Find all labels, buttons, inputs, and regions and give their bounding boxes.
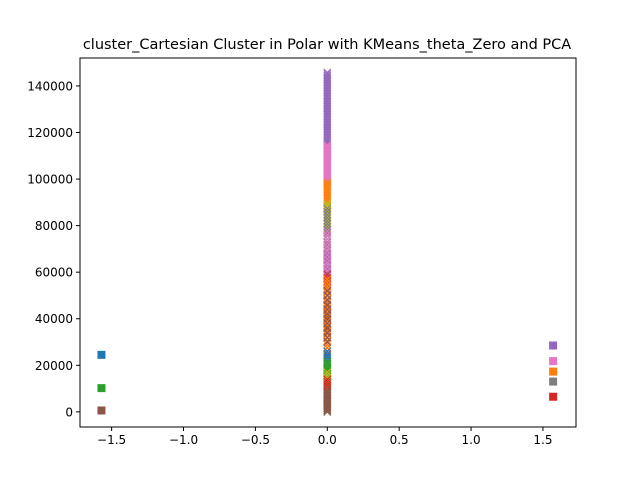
data-point-x [323,311,332,320]
data-point-x [323,288,332,297]
data-point-x [323,307,332,316]
data-point-x [323,243,332,252]
data-point-square [97,406,106,415]
plot-frame [79,57,577,428]
data-point-x [323,239,332,248]
data-point-x [323,349,332,358]
data-point-x [323,388,332,397]
y-tick-label: 100000 [27,173,73,187]
data-point-x [323,297,332,306]
data-point-x [323,235,332,244]
data-point-x [323,373,332,382]
y-tick-label: 40000 [35,312,73,326]
data-point-x [323,320,332,329]
data-point-x [323,247,332,255]
data-point-x [323,68,332,77]
data-point-x [323,70,332,79]
x-tick-label: −1.5 [97,433,126,447]
y-tick-label: 120000 [27,126,73,140]
data-point-square [549,392,558,401]
data-point-x [323,71,332,80]
data-point-x [323,258,332,267]
data-point-x [323,375,332,384]
y-tick-label: 60000 [35,266,73,280]
data-point-x [323,275,332,284]
x-tick-label: 0.0 [318,433,337,447]
data-point-x [323,376,332,385]
data-point-x [323,337,332,346]
data-point-x [323,368,332,377]
x-tick-label: 0.5 [390,433,409,447]
data-point-x [323,179,332,188]
data-points [97,68,558,416]
data-point-x [323,304,332,313]
y-tick-label: 80000 [35,219,73,233]
data-point-x [323,359,332,368]
data-point-x [323,365,332,374]
data-point-x [323,143,332,152]
data-point-x [323,240,332,249]
data-point-x [323,340,332,349]
x-tick-label: 1.0 [462,433,481,447]
data-point-square [97,384,106,393]
data-point-x [323,294,332,303]
data-point-x [323,254,332,263]
data-point-x [323,330,332,339]
data-point-square [549,367,558,376]
data-point-x [323,327,332,336]
data-point-x [323,142,332,151]
data-point-x [323,317,332,326]
data-point-x [323,228,332,237]
data-point-x [323,178,332,187]
data-point-x [323,201,332,210]
data-point-x [323,262,332,271]
data-point-x [323,347,332,356]
data-point-x [323,266,332,275]
data-point-x [323,249,332,258]
data-point-x [323,141,332,150]
y-tick-label: 140000 [27,79,73,93]
data-point-x [323,231,332,240]
data-point-square [97,350,106,359]
x-tick-label: −0.5 [241,433,270,447]
data-point-x [323,210,332,219]
y-tick-label: 20000 [35,359,73,373]
data-point-x [323,361,332,370]
data-point-x [323,250,332,259]
data-point-x [323,357,332,366]
y-axis: 0 20000 40000 60000 80000 100000 120000 140000 [27,79,80,419]
x-tick-label: −1.0 [169,433,198,447]
data-point-x [323,278,332,287]
chart-title: cluster_Cartesian Cluster in Polar with … [83,37,571,53]
data-point-x [323,377,332,386]
x-axis: −1.5 −1.0 −0.5 0.0 0.5 1.0 1.5 [97,427,552,447]
x-tick-label: 1.5 [533,433,552,447]
y-tick-label: 0 [65,405,73,419]
data-point-x [323,181,332,190]
data-point-x [323,216,332,225]
data-point-square [549,377,558,386]
data-point-x [323,227,332,236]
data-point-square [549,341,558,350]
data-point-x [323,286,332,295]
data-point-square [549,357,558,366]
data-point-x [323,207,332,216]
data-point-x [323,219,332,228]
data-point-x [323,343,332,352]
data-point-x [323,204,332,213]
data-point-x [323,284,332,293]
data-point-x [323,213,332,222]
data-point-x [323,253,332,262]
